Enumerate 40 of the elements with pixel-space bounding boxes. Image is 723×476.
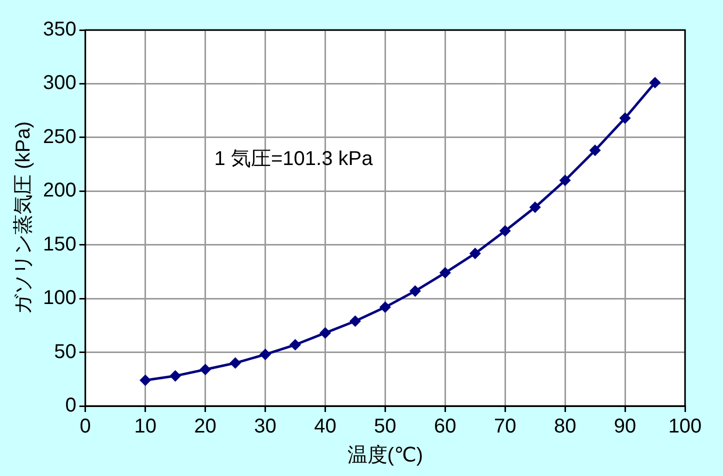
point	[440, 268, 450, 278]
x-tick-label: 100	[668, 416, 702, 438]
y-tick-label: 50	[54, 340, 76, 363]
point	[260, 349, 271, 360]
y-axis-title: ガソリン蒸気圧 (kPa)	[12, 121, 35, 315]
x-tick-label: 80	[554, 416, 576, 438]
x-tick-label: 10	[134, 416, 156, 438]
y-tick-label: 200	[42, 180, 76, 202]
x-tick-label: 50	[374, 416, 396, 438]
y-tick-label: 0	[65, 394, 76, 417]
point	[140, 374, 151, 386]
point	[170, 370, 181, 382]
x-axis-title: 温度(℃)	[347, 444, 424, 467]
point	[500, 226, 510, 236]
point	[290, 340, 300, 350]
point	[200, 364, 211, 375]
x-tick-label: 30	[254, 416, 276, 438]
point	[620, 112, 630, 124]
y-tick-label: 250	[42, 126, 76, 148]
point	[230, 358, 241, 368]
point	[320, 328, 330, 338]
x-tick-label: 40	[314, 416, 336, 438]
x-tick-label: 0	[80, 416, 91, 438]
point	[470, 248, 480, 259]
x-tick-label: 70	[494, 416, 516, 438]
y-tick-label: 300	[42, 72, 76, 94]
point	[350, 316, 360, 326]
point	[410, 286, 420, 296]
point	[530, 202, 540, 213]
point	[590, 145, 600, 156]
x-tick-label: 20	[194, 416, 216, 438]
x-tick-label: 90	[614, 416, 636, 438]
point	[560, 175, 570, 186]
y-tick-label: 150	[42, 233, 76, 256]
y-tick-label: 350	[42, 18, 76, 41]
y-tick-label: 100	[42, 287, 76, 310]
point	[380, 302, 390, 312]
annotation: 1 気圧=101.3 kPa	[214, 148, 374, 170]
point	[650, 77, 660, 88]
x-tick-label: 60	[434, 416, 456, 438]
